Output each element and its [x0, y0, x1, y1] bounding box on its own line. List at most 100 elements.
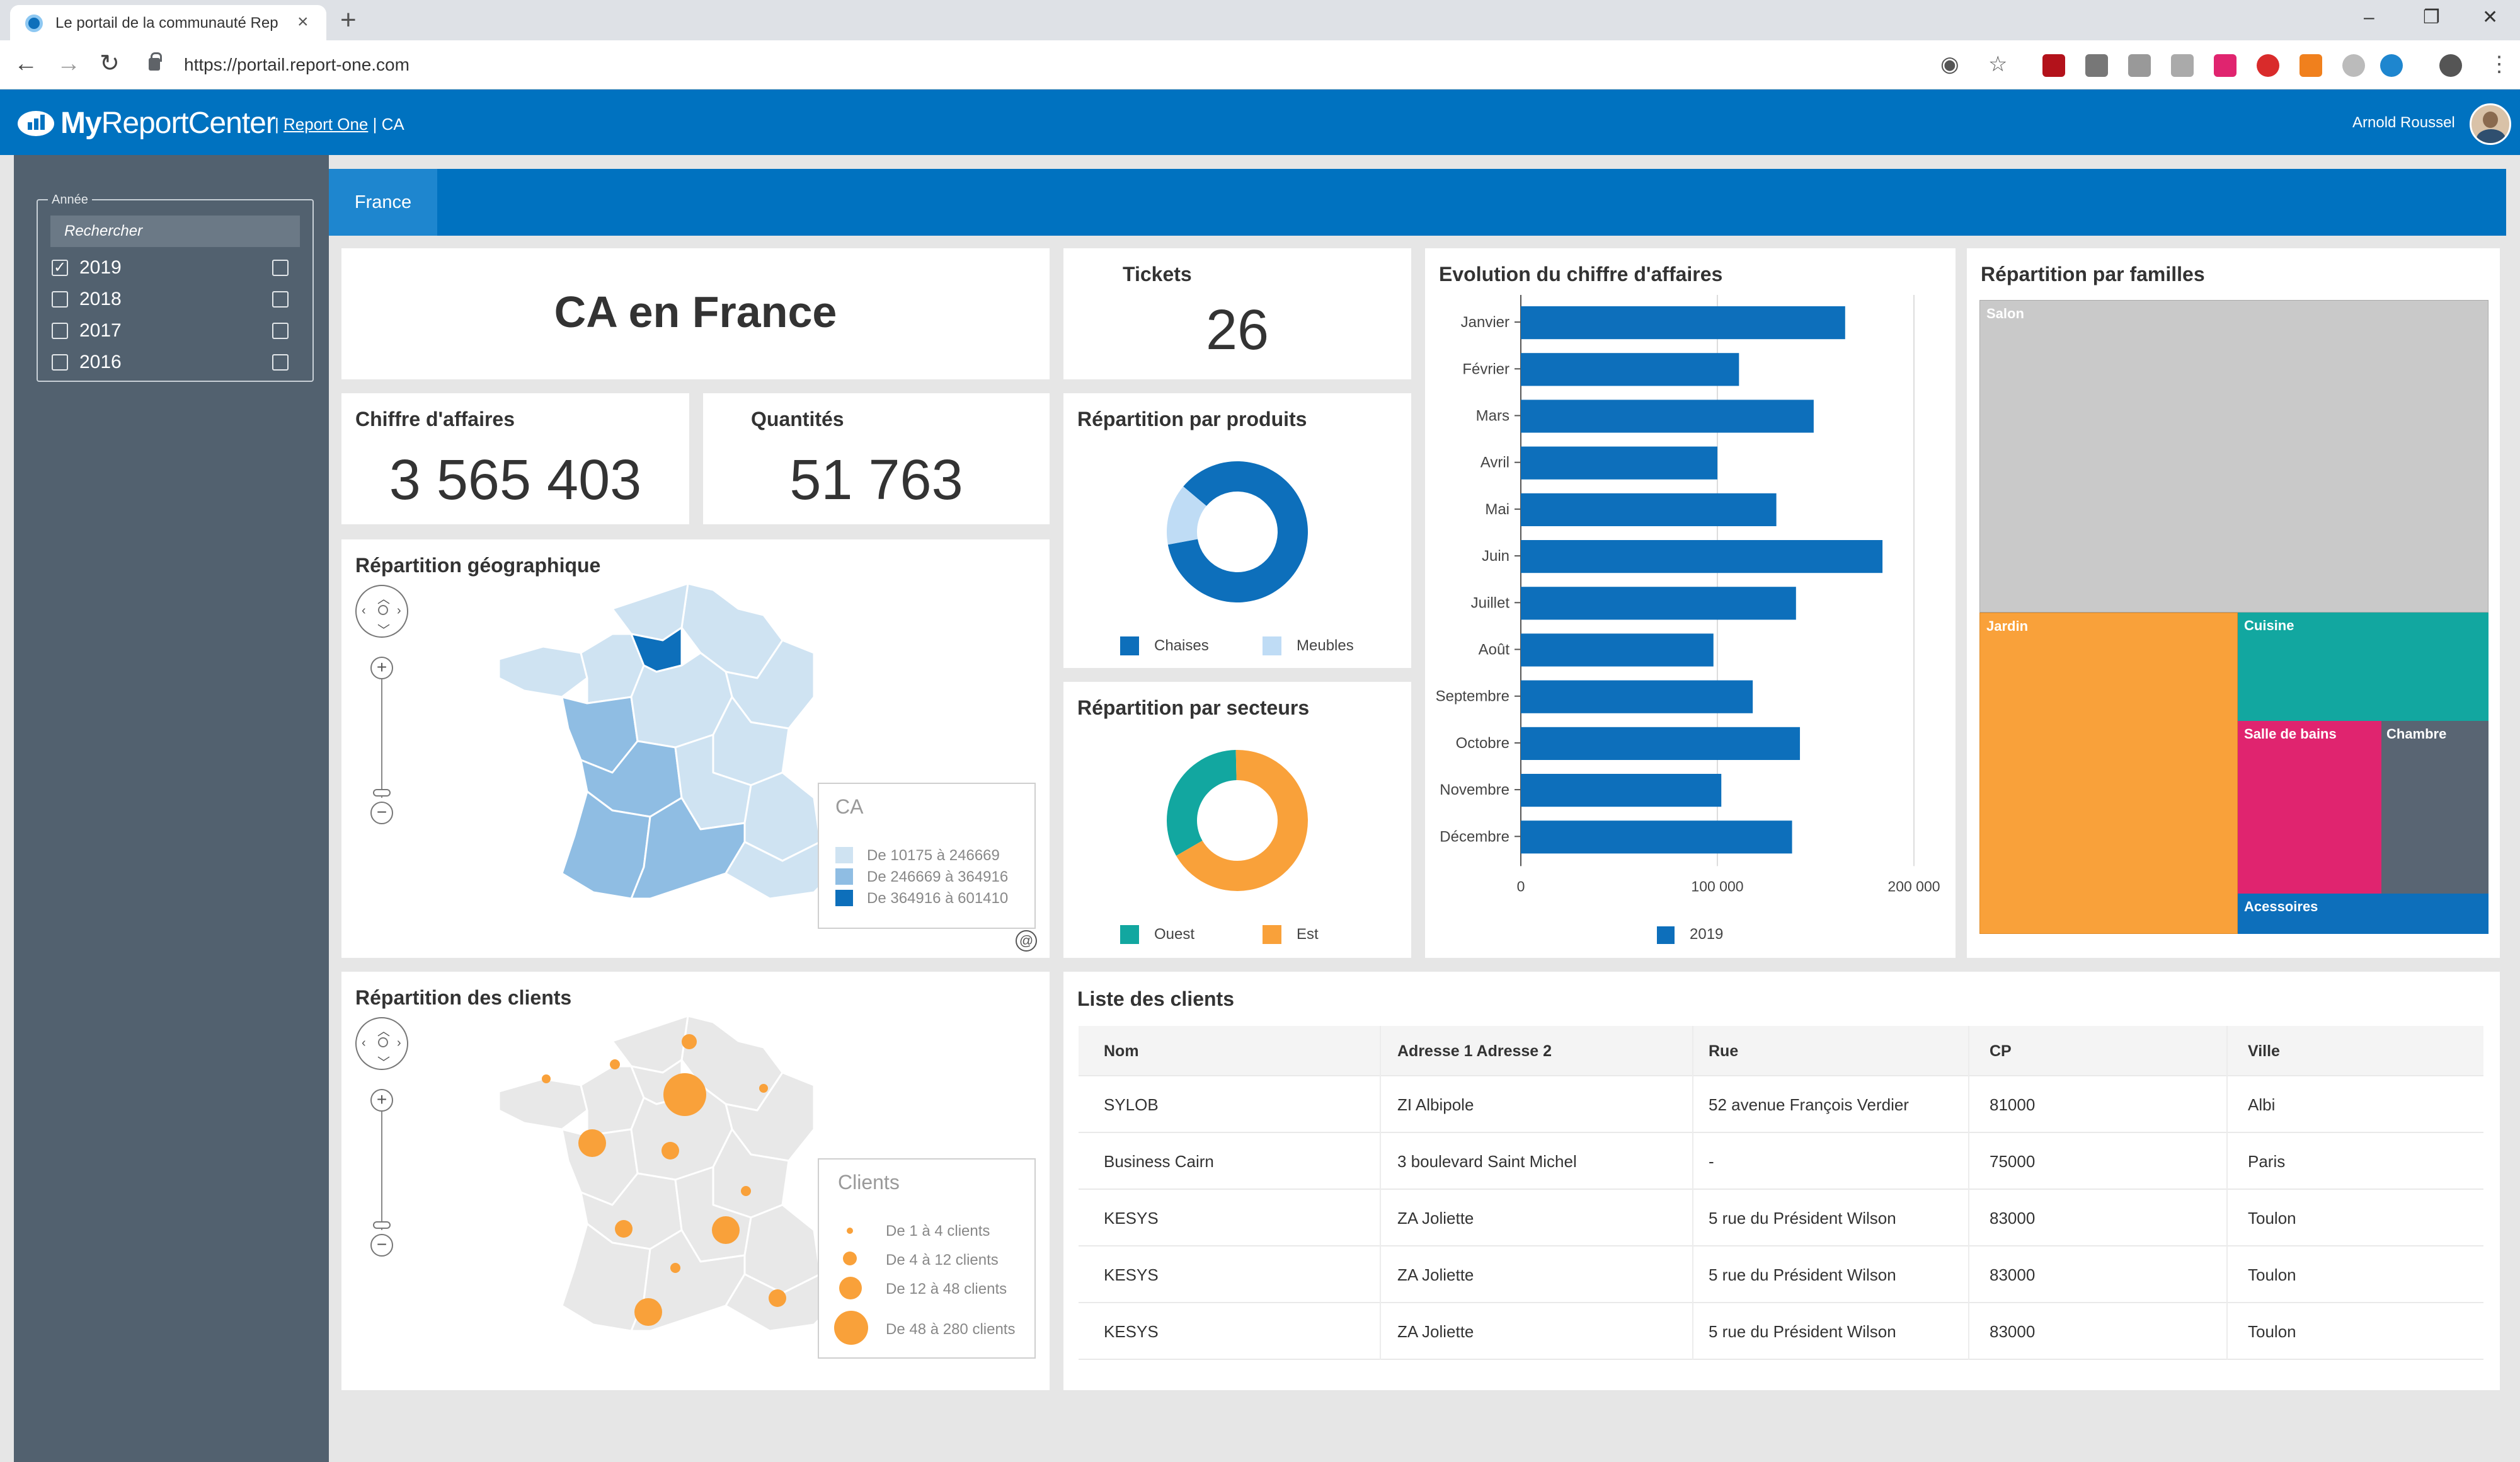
treemap-tile-salon[interactable]: Salon — [1979, 300, 2488, 613]
clients-map-panel: Répartition des clients ︿ ﹀ ‹ › + − — [341, 972, 1050, 1390]
map-pan-control[interactable]: ︿ ﹀ ‹ › — [355, 1017, 408, 1070]
year-option-2019[interactable]: ✓ 2019 — [52, 253, 304, 282]
donut-slice-meubles[interactable] — [1167, 486, 1206, 545]
treemap-tile-cuisine[interactable]: Cuisine — [2238, 613, 2488, 721]
year-checkbox-icon[interactable] — [52, 323, 68, 339]
profile-icon[interactable] — [2439, 54, 2462, 77]
zoom-out-icon[interactable]: − — [370, 802, 393, 824]
cast-extension-icon[interactable] — [2085, 54, 2108, 77]
exclude-checkbox-icon[interactable] — [272, 291, 289, 308]
zoom-out-icon[interactable]: − — [370, 1234, 393, 1257]
bar-mai[interactable] — [1521, 493, 1777, 526]
forward-icon[interactable]: → — [57, 50, 81, 77]
filter-sidebar: Année Rechercher ✓ 2019 2018 2017 2016 — [14, 155, 329, 1462]
bar-décembre[interactable] — [1521, 820, 1792, 854]
year-option-2016[interactable]: 2016 — [52, 348, 304, 377]
bar-avril[interactable] — [1521, 446, 1717, 480]
column-header-adresse[interactable]: Adresse 1 Adresse 2 — [1397, 1042, 1552, 1060]
pdf-extension-icon[interactable] — [2042, 54, 2065, 77]
chart-extension-icon[interactable] — [2300, 54, 2322, 77]
column-divider — [1968, 1026, 1969, 1360]
column-header-nom[interactable]: Nom — [1104, 1042, 1139, 1060]
year-option-2017[interactable]: 2017 — [52, 316, 304, 345]
menu-kebab-icon[interactable]: ⋮ — [2488, 52, 2510, 76]
breadcrumb-link[interactable]: Report One — [283, 115, 369, 134]
m-extension-icon[interactable] — [2214, 54, 2236, 77]
year-checkbox-icon[interactable] — [52, 354, 68, 371]
treemap-tile-jardin[interactable]: Jardin — [1979, 613, 2238, 934]
zoom-in-icon[interactable]: + — [370, 657, 393, 679]
zoom-slider-handle[interactable] — [373, 789, 391, 797]
zoom-slider-handle[interactable] — [373, 1221, 391, 1229]
close-tab-icon[interactable]: × — [297, 11, 309, 32]
donut-slice-ouest[interactable] — [1167, 750, 1237, 856]
column-header-cp[interactable]: CP — [1990, 1042, 2012, 1060]
bar-juin[interactable] — [1521, 540, 1883, 573]
adblock-extension-icon[interactable] — [2257, 54, 2279, 77]
translate-icon[interactable]: ◉ — [1940, 52, 1959, 76]
bar-mars[interactable] — [1521, 400, 1814, 433]
bar-février[interactable] — [1521, 353, 1739, 386]
bar-octobre[interactable] — [1521, 727, 1801, 760]
address-bar[interactable]: https://portail.report-one.com — [184, 55, 410, 74]
y-tick-label: Février — [1462, 360, 1509, 377]
bar-septembre[interactable] — [1521, 680, 1753, 713]
cell-adresse: ZA Joliette — [1397, 1322, 1474, 1341]
column-header-ville[interactable]: Ville — [2248, 1042, 2280, 1060]
title-panel: CA en France — [341, 248, 1050, 379]
year-checkbox-icon[interactable] — [52, 291, 68, 308]
restore-icon[interactable]: ❐ — [2423, 7, 2440, 28]
treemap-label-acessoires: Acessoires — [2244, 899, 2318, 914]
globe-extension-icon[interactable] — [2380, 54, 2403, 77]
zoom-slider-track[interactable] — [381, 679, 382, 798]
bar-janvier[interactable] — [1521, 306, 1845, 340]
year-checkbox-icon[interactable]: ✓ — [52, 260, 68, 276]
revenue-evolution-panel: Evolution du chiffre d'affaires 0 100 000… — [1425, 248, 1956, 958]
treemap-tile-acessoires[interactable]: Acessoires — [2238, 894, 2488, 934]
map-zoom-search-icon[interactable]: @ — [1016, 930, 1037, 952]
exclude-checkbox-icon[interactable] — [272, 260, 289, 276]
table-row[interactable]: KESYS ZA Joliette 5 rue du Président Wil… — [1079, 1303, 2483, 1360]
exclude-checkbox-icon[interactable] — [272, 323, 289, 339]
y-tick-label: Juin — [1482, 548, 1509, 565]
tickets-label: Tickets — [1123, 263, 1192, 285]
minimize-icon[interactable]: – — [2364, 7, 2374, 28]
table-row[interactable]: KESYS ZA Joliette 5 rue du Président Wil… — [1079, 1190, 2483, 1246]
back-icon[interactable]: ← — [14, 50, 38, 77]
table-row[interactable]: Business Cairn 3 boulevard Saint Michel … — [1079, 1133, 2483, 1190]
treemap-tile-salle-de-bains[interactable]: Salle de bains — [2238, 721, 2381, 894]
clients-legend-bubble-2 — [843, 1252, 857, 1265]
exclude-checkbox-icon[interactable] — [272, 354, 289, 371]
bar-novembre[interactable] — [1521, 774, 1722, 807]
bar-juillet[interactable] — [1521, 587, 1796, 620]
zoom-slider-track[interactable] — [381, 1112, 382, 1230]
year-search-input[interactable]: Rechercher — [50, 216, 300, 247]
treemap-tile-chambre[interactable]: Chambre — [2381, 721, 2488, 894]
reload-icon[interactable]: ↻ — [100, 50, 120, 77]
new-tab-button[interactable]: + — [340, 4, 357, 35]
bookmark-star-icon[interactable]: ☆ — [1988, 52, 2008, 76]
app-logo-text[interactable]: MyReportCenter — [60, 106, 276, 140]
username[interactable]: Arnold Roussel — [2352, 114, 2455, 131]
donut-slice-chaises[interactable] — [1167, 461, 1308, 602]
avatar[interactable] — [2470, 103, 2511, 145]
zoom-in-icon[interactable]: + — [370, 1089, 393, 1112]
bar-août[interactable] — [1521, 633, 1714, 667]
gear-extension-icon[interactable] — [2171, 54, 2194, 77]
close-window-icon[interactable]: ✕ — [2482, 7, 2499, 28]
ca-map-legend: CA De 10175 à 246669 De 246669 à 364916 … — [818, 783, 1036, 929]
tab-france[interactable]: France — [329, 169, 437, 236]
map-pan-control[interactable]: ︿ ﹀ ‹ › — [355, 585, 408, 638]
browser-tab[interactable]: Le portail de la communauté Rep × — [10, 5, 326, 40]
cloud-extension-icon[interactable] — [2342, 54, 2365, 77]
column-header-rue[interactable]: Rue — [1709, 1042, 1739, 1060]
table-row[interactable]: SYLOB ZI Albipole 52 avenue François Ver… — [1079, 1076, 2483, 1133]
table-row[interactable]: KESYS ZA Joliette 5 rue du Président Wil… — [1079, 1246, 2483, 1303]
cell-ville: Toulon — [2248, 1322, 2296, 1341]
puzzle-extension-icon[interactable] — [2128, 54, 2151, 77]
cell-adresse: ZA Joliette — [1397, 1265, 1474, 1284]
treemap-label-cuisine: Cuisine — [2244, 618, 2294, 633]
cell-nom: KESYS — [1104, 1209, 1159, 1228]
year-option-2018[interactable]: 2018 — [52, 285, 304, 314]
donut-slice-est[interactable] — [1176, 750, 1308, 891]
